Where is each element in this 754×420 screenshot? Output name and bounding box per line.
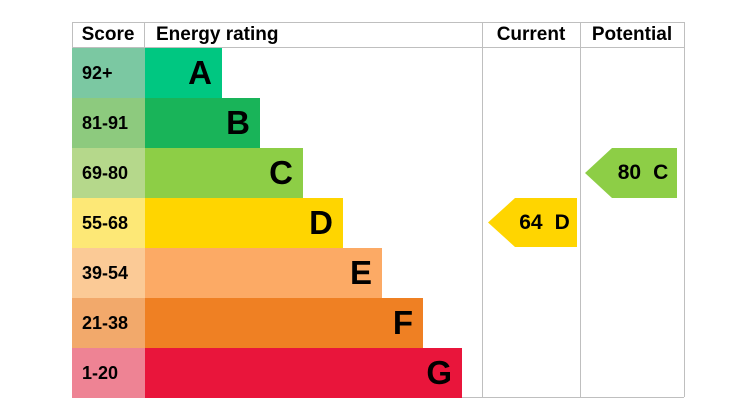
band-bar-g: G: [145, 348, 462, 398]
band-bar-d: D: [145, 198, 343, 248]
table-right-border: [684, 22, 685, 397]
current-column-divider: [482, 22, 483, 397]
potential-column-header: Potential: [591, 24, 673, 45]
band-letter-a: A: [188, 54, 212, 91]
band-row-b: 81-91 B: [0, 98, 754, 148]
score-range-a: 92+: [72, 48, 145, 98]
band-row-c: 69-80 C: [0, 148, 754, 198]
potential-rating-value: 80: [617, 161, 642, 184]
band-bar-b: B: [145, 98, 260, 148]
band-letter-f: F: [392, 304, 413, 341]
band-row-e: 39-54 E: [0, 248, 754, 298]
header-left-border: [72, 22, 73, 48]
current-rating-value: 64: [519, 210, 543, 234]
score-range-g: 1-20: [72, 348, 145, 398]
score-column-divider: [144, 22, 145, 48]
potential-rating-band: C: [653, 161, 669, 184]
header-bottom-border: [72, 47, 684, 48]
band-bar-a: A: [145, 48, 222, 98]
potential-column-divider: [580, 22, 581, 397]
band-letter-e: E: [349, 254, 372, 291]
energy-rating-column-header: Energy rating: [156, 24, 279, 45]
current-rating-band: D: [554, 210, 570, 234]
band-row-d: 55-68 D: [0, 198, 754, 248]
table-top-border: [72, 22, 684, 23]
score-range-d: 55-68: [72, 198, 145, 248]
band-letter-d: D: [309, 204, 333, 241]
score-column-header: Score: [81, 24, 135, 45]
score-range-c: 69-80: [72, 148, 145, 198]
band-bar-c: C: [145, 148, 303, 198]
score-range-f: 21-38: [72, 298, 145, 348]
current-column-header: Current: [496, 24, 566, 45]
band-row-a: 92+ A: [0, 48, 754, 98]
band-letter-g: G: [426, 354, 452, 391]
band-letter-b: B: [226, 104, 250, 141]
score-range-e: 39-54: [72, 248, 145, 298]
band-row-g: 1-20 G: [0, 348, 754, 398]
score-range-b: 81-91: [72, 98, 145, 148]
band-row-f: 21-38 F: [0, 298, 754, 348]
band-bar-e: E: [145, 248, 382, 298]
band-letter-c: C: [269, 154, 293, 191]
band-bar-f: F: [145, 298, 423, 348]
